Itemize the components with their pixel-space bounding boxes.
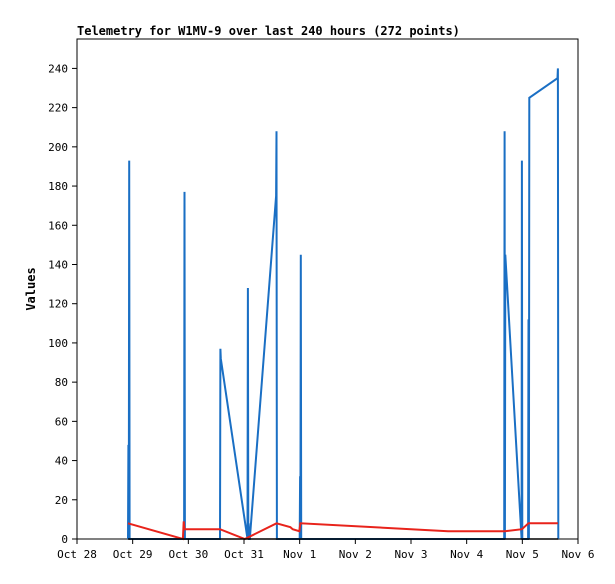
y-axis-label: Values [24,267,38,310]
x-tick-label: Nov 3 [394,548,427,561]
x-tick-label: Oct 31 [224,548,264,561]
y-tick-label: 40 [55,455,68,468]
y-tick-label: 240 [48,62,68,75]
series-layer [127,68,560,541]
y-tick-label: 200 [48,141,68,154]
chart-title: Telemetry for W1MV-9 over last 240 hours… [77,24,460,38]
x-tick-label: Oct 30 [168,548,208,561]
y-tick-label: 140 [48,258,68,271]
y-tick-label: 20 [55,494,68,507]
y-tick-label: 80 [55,376,68,389]
y-axis: 0 20 40 60 80 100 120 140 160 180 200 220 240 [48,62,77,546]
y-tick-label: 220 [48,102,68,115]
x-axis: Oct 28 Oct 29 Oct 30 Oct 31 Nov 1 Nov 2 Nov 3 N… [57,539,595,561]
y-tick-label: 0 [61,533,68,546]
x-tick-label: Nov 5 [506,548,539,561]
plot-frame [76,38,579,540]
y-tick-label: 60 [55,415,68,428]
y-tick-label: 100 [48,337,68,350]
x-tick-label: Nov 6 [561,548,594,561]
x-tick-label: Nov 4 [450,548,483,561]
y-tick-label: 120 [48,298,68,311]
x-tick-label: Oct 29 [113,548,153,561]
series-line-2 [127,521,558,541]
series-line-1 [127,68,560,540]
y-tick-label: 180 [48,180,68,193]
x-tick-label: Nov 2 [339,548,372,561]
x-tick-label: Nov 1 [283,548,316,561]
y-tick-label: 160 [48,219,68,232]
x-tick-label: Oct 28 [57,548,97,561]
